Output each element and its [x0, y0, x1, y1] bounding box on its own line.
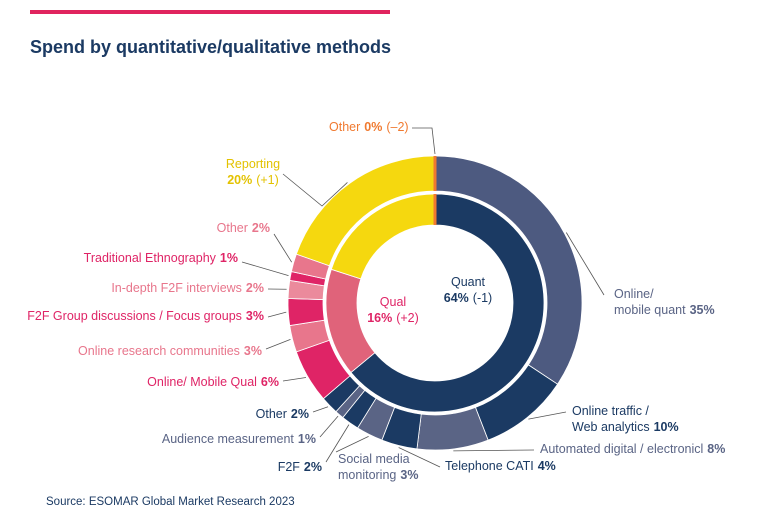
value-label: 64%: [444, 291, 469, 305]
segment-label: Other 2%: [217, 221, 270, 235]
label-line: Social media: [338, 452, 410, 466]
leader-line: [267, 311, 287, 318]
value-label: 2%: [291, 407, 309, 421]
segment-label: In-depth F2F interviews 2%: [111, 281, 264, 295]
leader-line: [335, 436, 369, 453]
accent-bar: [30, 10, 390, 14]
segment-label: F2F 2%: [278, 460, 322, 474]
leader-line: [241, 261, 289, 277]
category-name: Other: [329, 120, 360, 134]
label-line: monitoring: [338, 468, 396, 482]
value-label: 16%: [367, 311, 392, 325]
change-label: (–2): [386, 120, 408, 134]
category-name: Quant: [451, 275, 486, 289]
category-name: Qual: [380, 295, 406, 309]
label-line: Audience measurement: [162, 432, 295, 446]
label-line: Automated digital / electronicl: [540, 442, 703, 456]
value-label: 3%: [244, 344, 262, 358]
label-line: Online/: [614, 287, 654, 301]
value-label: 20%: [227, 173, 252, 187]
value-label: 35%: [690, 303, 715, 317]
label-line: Traditional Ethnography: [84, 251, 217, 265]
value-label: 0%: [364, 120, 382, 134]
segment-label: Online research communities 3%: [78, 344, 262, 358]
change-label: (-1): [473, 291, 492, 305]
leader-line: [453, 449, 535, 452]
value-label: 2%: [304, 460, 322, 474]
leader-line: [282, 173, 348, 207]
leader-line: [312, 406, 329, 413]
value-label: 2%: [252, 221, 270, 235]
label-line: Web analytics: [572, 420, 650, 434]
value-label: 6%: [261, 375, 279, 389]
value-label: 10%: [654, 420, 679, 434]
label-line: F2F: [278, 460, 301, 474]
category-label: Other 0% (–2): [329, 120, 409, 134]
label-line: Telephone CATI: [445, 459, 534, 473]
category-label: Quant 64% (-1): [444, 275, 492, 305]
value-label: 3%: [246, 309, 264, 323]
leader-line: [265, 338, 291, 350]
leader-line: [273, 233, 293, 263]
segment-label: F2F Group discussions / Focus groups 3%: [27, 309, 264, 323]
label-line: mobile quant: [614, 303, 686, 317]
leader-line: [565, 232, 605, 296]
source-note: Source: ESOMAR Global Market Research 20…: [46, 496, 295, 508]
segment-label: Online traffic / Web analytics 10%: [572, 404, 679, 434]
label-line: In-depth F2F interviews: [111, 281, 242, 295]
label-line: Online research communities: [78, 344, 240, 358]
segment-label: Audience measurement 1%: [162, 432, 316, 446]
change-label: (+2): [396, 311, 419, 325]
label-line: F2F Group discussions / Focus groups: [27, 309, 242, 323]
segment-label: Other 2%: [256, 407, 309, 421]
label-line: Online traffic /: [572, 404, 649, 418]
leader-line: [528, 411, 567, 420]
segment-label: Telephone CATI 4%: [445, 459, 556, 473]
change-label: (+1): [256, 173, 279, 187]
value-label: 8%: [707, 442, 725, 456]
category-label: Qual 16% (+2): [367, 295, 419, 325]
leader-line: [319, 415, 339, 438]
segment-label: Online/mobile quant 35%: [614, 287, 715, 317]
leader-line: [282, 377, 307, 382]
value-label: 3%: [400, 468, 418, 482]
value-label: 1%: [220, 251, 238, 265]
value-label: 1%: [298, 432, 316, 446]
category-label: Reporting 20% (+1): [226, 157, 280, 187]
donut-segment: [416, 406, 489, 451]
leader-line: [412, 127, 436, 155]
donut-segment: [350, 193, 545, 413]
label-line: Other: [217, 221, 248, 235]
leader-line: [398, 447, 441, 468]
value-label: 4%: [538, 459, 556, 473]
segment-label: Traditional Ethnography 1%: [84, 251, 238, 265]
label-line: Online/ Mobile Qual: [147, 375, 257, 389]
label-line: Other: [256, 407, 287, 421]
leader-line: [325, 424, 350, 463]
segment-label: Social media monitoring 3%: [338, 452, 418, 482]
category-name: Reporting: [226, 157, 280, 171]
segment-label: Automated digital / electronicl 8%: [540, 442, 725, 456]
value-label: 2%: [246, 281, 264, 295]
segment-label: Online/ Mobile Qual 6%: [147, 375, 279, 389]
chart-title: Spend by quantitative/qualitative method…: [30, 37, 391, 57]
